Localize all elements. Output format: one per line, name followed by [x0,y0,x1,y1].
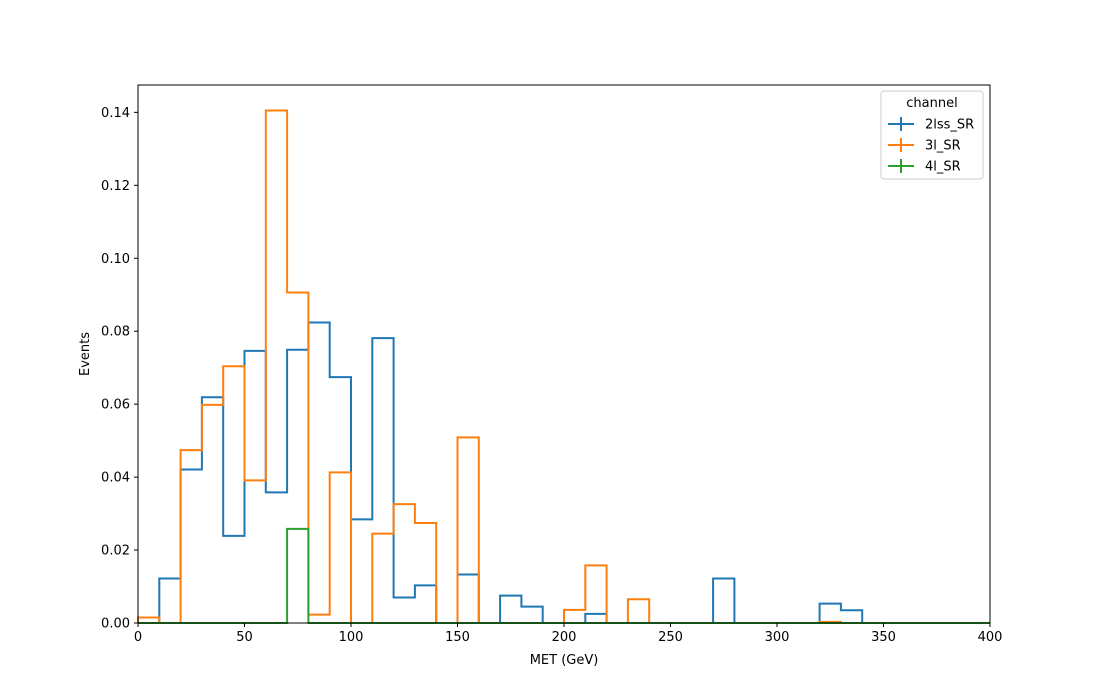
legend-label: 2lss_SR [925,118,974,133]
y-tick-label: 0.08 [101,325,130,340]
legend-label: 3l_SR [925,139,961,154]
x-tick-label: 50 [236,630,253,645]
legend: channel 2lss_SR 3l_SR 4l_SR [880,90,984,180]
y-tick-label: 0.00 [101,617,130,632]
x-tick-label: 350 [871,630,896,645]
y-tick-label: 0.04 [101,471,130,486]
y-tick-label: 0.02 [101,544,130,559]
y-axis: 0.00 0.02 0.04 0.06 0.08 0.10 0.12 0.14 [101,106,138,632]
y-axis-label: Events [78,332,93,376]
legend-label: 4l_SR [925,160,961,175]
x-axis-label: MET (GeV) [530,653,599,668]
x-tick-label: 250 [658,630,683,645]
legend-box [880,90,984,180]
legend-title: channel [906,96,957,111]
x-tick-label: 300 [765,630,790,645]
legend-entry: 2lss_SR [888,117,974,133]
y-tick-label: 0.10 [101,252,130,267]
legend-entry: 4l_SR [888,159,961,175]
x-tick-label: 100 [339,630,364,645]
y-tick-label: 0.06 [101,398,130,413]
x-tick-label: 0 [134,630,142,645]
y-tick-label: 0.12 [101,179,130,194]
y-tick-label: 0.14 [101,106,130,121]
x-axis: 0 50 100 150 200 250 300 350 400 [134,623,1003,645]
legend-entry: 3l_SR [888,138,961,154]
x-tick-label: 400 [978,630,1003,645]
x-tick-label: 200 [552,630,577,645]
legend-items: 2lss_SR 3l_SR 4l_SR [888,117,974,175]
x-tick-label: 150 [445,630,470,645]
